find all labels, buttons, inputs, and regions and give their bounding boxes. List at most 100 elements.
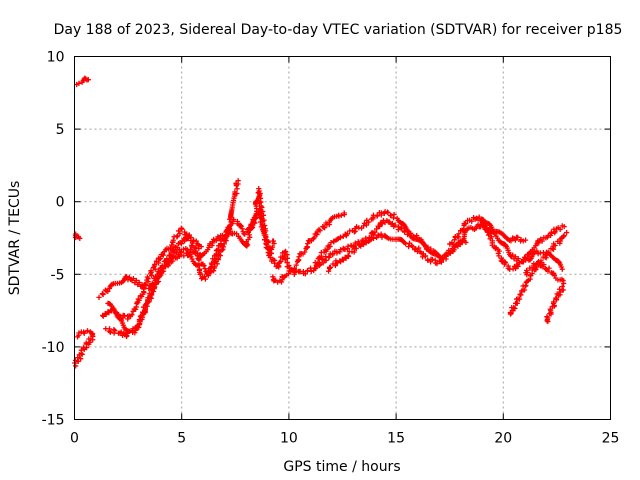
data-point-marker <box>463 239 469 246</box>
data-point-marker <box>177 230 183 237</box>
data-point-marker <box>361 223 367 229</box>
data-point-marker <box>293 262 299 268</box>
data-point-marker <box>127 328 133 334</box>
data-point-marker <box>422 253 428 259</box>
data-point-marker <box>438 259 444 265</box>
data-point-marker <box>156 256 163 262</box>
data-point-marker <box>344 231 351 237</box>
data-point-marker <box>359 241 366 247</box>
data-point-marker <box>561 223 567 230</box>
data-point-marker <box>463 221 469 227</box>
data-point-marker <box>322 225 328 231</box>
data-point-marker <box>76 330 82 336</box>
data-point-marker <box>167 245 173 251</box>
data-point-marker <box>507 309 513 316</box>
data-point-marker <box>193 238 199 244</box>
data-point-marker <box>121 312 127 319</box>
data-point-marker <box>178 249 185 255</box>
data-point-marker <box>258 203 264 209</box>
data-point-marker <box>187 246 194 253</box>
data-point-marker <box>124 333 130 339</box>
data-point-marker <box>501 261 507 267</box>
data-point-marker <box>432 257 438 263</box>
data-point-marker <box>196 257 202 263</box>
x-tick-label: 5 <box>177 431 186 447</box>
data-point-marker <box>451 237 458 243</box>
data-point-marker <box>189 244 195 250</box>
data-point-marker <box>511 304 517 310</box>
data-point-marker <box>74 334 81 340</box>
data-point-marker <box>204 270 211 276</box>
y-tick-label: 5 <box>56 122 65 138</box>
y-tick-label: -5 <box>51 267 65 283</box>
x-tick-label: 0 <box>70 431 79 447</box>
x-tick-label: 10 <box>280 431 298 447</box>
data-point-marker <box>428 246 434 252</box>
data-point-marker <box>106 310 112 316</box>
data-point-marker <box>550 300 557 307</box>
data-point-marker <box>277 259 283 265</box>
data-point-marker <box>353 245 359 252</box>
data-point-marker <box>160 265 167 272</box>
data-point-marker <box>537 263 543 269</box>
data-point-marker <box>342 254 348 260</box>
data-point-marker <box>326 254 332 261</box>
data-point-marker <box>260 212 267 218</box>
data-point-marker <box>209 261 215 268</box>
plot-frame <box>74 56 611 420</box>
data-point-marker <box>539 238 545 244</box>
data-point-marker <box>522 254 528 260</box>
grid <box>74 56 611 420</box>
data-point-marker <box>345 252 351 259</box>
data-point-marker <box>308 268 314 274</box>
data-point-marker <box>365 237 371 244</box>
data-point-marker <box>281 253 288 259</box>
data-point-marker <box>325 268 332 274</box>
data-point-marker <box>519 288 525 294</box>
data-point-marker <box>260 222 266 228</box>
data-point-marker <box>379 221 385 227</box>
data-point-marker <box>515 256 521 262</box>
data-point-marker <box>209 240 216 246</box>
x-tick-label: 20 <box>494 431 512 447</box>
data-point-marker <box>317 228 323 234</box>
data-point-marker <box>81 330 87 336</box>
data-point-marker <box>518 292 524 298</box>
data-point-marker <box>389 220 396 227</box>
series-p185-trace-7 <box>103 186 298 340</box>
y-axis-label: SDTVAR / TECUs <box>7 181 23 296</box>
data-point-marker <box>416 245 422 251</box>
data-point-marker <box>77 235 83 242</box>
data-point-marker <box>560 287 566 293</box>
data-point-marker <box>214 247 220 253</box>
x-tick-label: 15 <box>387 431 405 447</box>
data-point-marker <box>235 178 241 184</box>
data-point-marker <box>323 220 329 226</box>
data-point-marker <box>105 288 111 295</box>
data-point-marker <box>173 250 180 256</box>
data-point-marker <box>327 243 333 250</box>
data-point-marker <box>118 329 124 335</box>
data-point-marker <box>296 254 302 260</box>
data-point-marker <box>516 260 522 266</box>
data-point-marker <box>553 296 560 302</box>
x-axis-label: GPS time / hours <box>283 459 400 475</box>
data-point-marker <box>270 238 276 244</box>
data-point-marker <box>551 272 558 278</box>
data-point-marker <box>374 213 380 219</box>
data-point-marker <box>305 241 311 247</box>
data-point-marker <box>151 284 157 290</box>
data-point-marker <box>176 228 182 234</box>
data-point-marker <box>561 233 567 239</box>
data-point-marker <box>256 200 263 206</box>
data-point-marker <box>552 242 558 249</box>
data-point-marker <box>529 267 535 273</box>
data-point-marker <box>253 198 260 204</box>
data-point-marker <box>201 273 208 280</box>
data-point-marker <box>554 291 560 297</box>
data-point-marker <box>492 246 499 252</box>
data-point-marker <box>100 291 106 298</box>
data-point-marker <box>142 281 149 287</box>
data-point-marker <box>412 247 418 253</box>
